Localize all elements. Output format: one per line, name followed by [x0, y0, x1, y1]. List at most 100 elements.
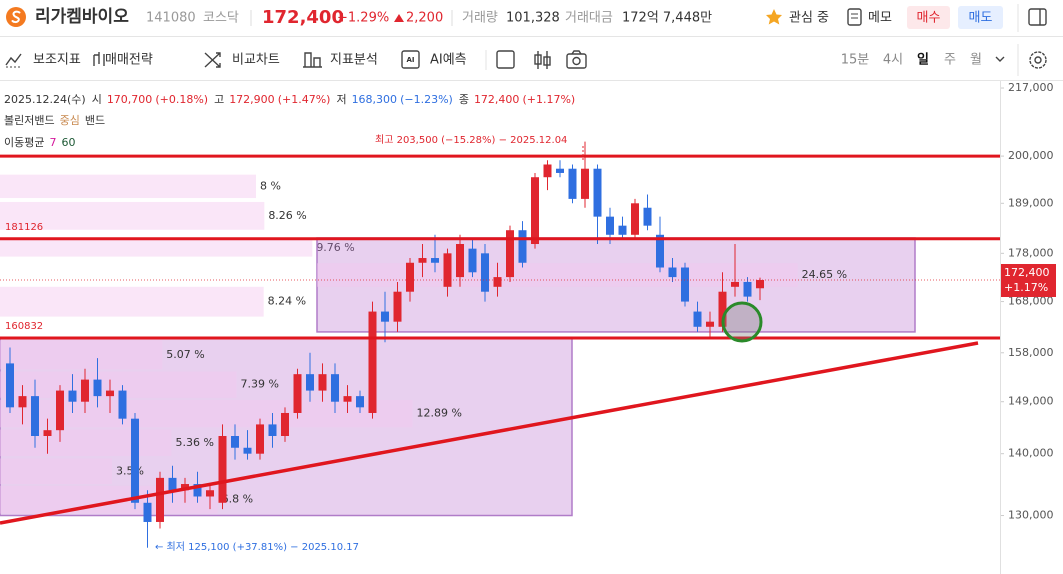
change-pct: +1.29%	[337, 11, 389, 26]
amount-label: 거래대금	[565, 11, 613, 26]
profile-label: 9.76 %	[316, 241, 354, 254]
stock-code: 141080	[146, 11, 196, 26]
candle-body	[743, 281, 752, 297]
info-change: (+1.47%)	[278, 93, 331, 106]
panel-toggle[interactable]	[1028, 8, 1047, 26]
tool-label[interactable]: 보조지표	[33, 53, 81, 68]
candle-body	[293, 374, 302, 413]
change: 2,200	[406, 11, 443, 26]
candle-body	[93, 379, 102, 397]
y-tick-label: 189,000	[1008, 196, 1054, 209]
info-change: (−1.23%)	[400, 93, 453, 106]
candle-body	[418, 258, 427, 263]
profile-label: 3.5%	[116, 464, 144, 477]
candle-body	[118, 390, 127, 419]
tool-label[interactable]: 지표분석	[330, 53, 378, 68]
candle-body	[531, 177, 539, 245]
y-tick-label: 140,000	[1008, 447, 1054, 460]
stock-name: 리가켐바이오	[35, 7, 129, 27]
profile-label: 8 %	[260, 179, 281, 192]
candle-body	[256, 424, 264, 454]
price: 172,400	[262, 7, 344, 28]
candle-body	[731, 281, 739, 287]
candle-body	[643, 207, 652, 226]
toolbar: 보조지표 매매전략 비교차트 지표분석 AI AI예측 15분 4시 일 주	[0, 44, 1063, 81]
info-label: 종	[459, 93, 469, 106]
candle-body	[381, 311, 389, 322]
capture-tool[interactable]	[566, 50, 587, 69]
candle-body	[31, 396, 39, 436]
period-option[interactable]: 15분	[841, 53, 870, 68]
candle-tool[interactable]	[534, 51, 551, 69]
tool-strategy[interactable]: 매매전략	[93, 52, 153, 68]
tool-analysis[interactable]: 지표분석	[303, 52, 378, 68]
candle-body	[456, 244, 464, 278]
profile-label: 7.39 %	[240, 378, 278, 391]
candle-body	[106, 390, 114, 397]
legend-title: 이동평균	[4, 136, 44, 149]
candle-body	[43, 430, 52, 436]
bollinger-legend: 볼린저밴드 중심 밴드	[4, 114, 105, 127]
info-value: 170,700	[107, 93, 153, 106]
candle-body	[331, 374, 339, 402]
candle-body	[18, 396, 27, 408]
candle-body	[468, 248, 477, 273]
memo-button[interactable]: 메모	[847, 8, 892, 26]
tool-ai[interactable]: AI AI예측	[401, 50, 467, 69]
candle-body	[56, 390, 64, 431]
candle-body	[506, 230, 514, 278]
candle-body	[431, 258, 439, 263]
highlight-circle	[721, 301, 763, 343]
watch-button[interactable]: 관심 중	[766, 9, 829, 26]
profile-bar	[0, 340, 163, 370]
candle-body	[6, 363, 14, 408]
last-price-tag	[1000, 263, 1056, 297]
candle-body	[518, 230, 527, 263]
candle-body	[131, 418, 139, 503]
candle-body	[706, 321, 714, 327]
draw-tool[interactable]	[496, 50, 515, 69]
legend-item: 밴드	[85, 114, 105, 127]
buy-button[interactable]: 매수	[907, 6, 950, 29]
tool-indicator[interactable]: 보조지표	[5, 53, 81, 68]
profile-bar	[317, 263, 798, 287]
chart: 217,000 200,000 189,000 178,000 168,000 158,0…	[0, 81, 1056, 548]
info-label: 시	[92, 93, 102, 106]
info-value: 172,400	[474, 93, 520, 106]
candle-body	[143, 502, 152, 522]
profile-label: 24.65 %	[802, 268, 847, 281]
candle-body	[543, 164, 552, 178]
sell-button[interactable]: 매도	[958, 6, 1003, 29]
buy-label[interactable]: 매수	[917, 11, 941, 26]
sell-label[interactable]: 매도	[969, 11, 993, 26]
high-note: 최고 203,500 (−15.28%) − 2025.12.04	[375, 134, 567, 146]
period-option[interactable]: 주	[944, 53, 956, 68]
volume: 101,328	[506, 11, 560, 26]
svg-text:AI: AI	[406, 56, 414, 64]
tool-label[interactable]: 매매전략	[105, 53, 153, 68]
memo-label[interactable]: 메모	[868, 11, 892, 26]
candle-body	[668, 267, 677, 278]
candle-body	[693, 311, 702, 327]
profile-box	[316, 237, 916, 333]
level-label: 181126	[5, 222, 43, 233]
period-option[interactable]: 일	[917, 53, 929, 68]
y-tick-label: 168,000	[1008, 295, 1054, 308]
watch-label[interactable]: 관심 중	[789, 11, 829, 26]
profile-bar	[0, 239, 313, 257]
tool-compare[interactable]: 비교차트	[204, 52, 280, 68]
tool-label[interactable]: AI예측	[430, 53, 467, 68]
header: 리가켐바이오 141080 코스닥 172,400 +1.29% 2,200 거…	[0, 4, 1063, 37]
settings[interactable]	[1029, 51, 1047, 69]
candle-body	[243, 447, 252, 454]
profile-bar	[0, 400, 413, 428]
profile-bar	[0, 429, 172, 457]
info-label: 고	[214, 93, 224, 106]
info-change: (+0.18%)	[155, 93, 208, 106]
tool-label[interactable]: 비교차트	[232, 53, 280, 68]
profile-label: 5.07 %	[166, 348, 204, 361]
info-date: 2025.12.24(수)	[4, 93, 86, 106]
period-option[interactable]: 월	[970, 53, 982, 68]
candle-body	[443, 253, 452, 287]
period-option[interactable]: 4시	[883, 53, 903, 68]
